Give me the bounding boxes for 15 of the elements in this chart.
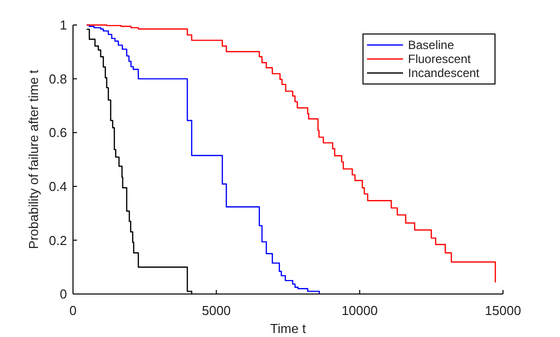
x-tick-label: 10000 — [342, 303, 378, 318]
y-tick-label: 0.2 — [48, 232, 67, 248]
y-axis-title: Probability of failure after time t — [26, 70, 41, 250]
y-tick-label: 0.6 — [48, 125, 67, 140]
legend-label: Fluorescent — [408, 52, 472, 66]
legend-label: Baseline — [408, 38, 454, 52]
y-tick-label: 0.4 — [48, 178, 67, 194]
x-tick-label: 5000 — [202, 303, 231, 318]
x-axis-title: Time t — [270, 321, 306, 336]
y-tick-label: 0.8 — [48, 71, 67, 86]
y-tick-label: 1 — [60, 18, 67, 33]
x-tick-label: 15000 — [484, 303, 522, 318]
legend-label: Incandescent — [408, 66, 480, 80]
x-tick-label: 0 — [69, 303, 77, 318]
y-tick-label: 0 — [60, 286, 67, 302]
